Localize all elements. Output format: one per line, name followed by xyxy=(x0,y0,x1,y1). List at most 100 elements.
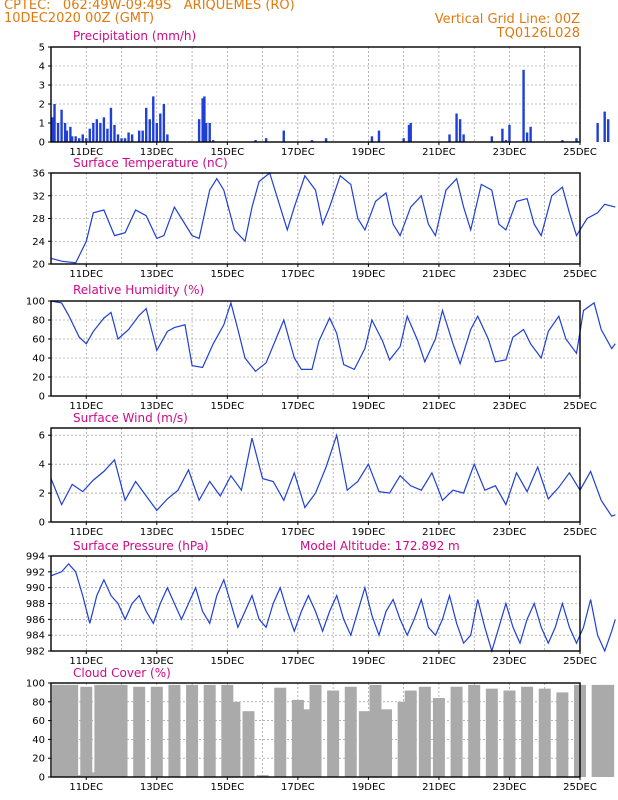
x-tick-label: 19DEC xyxy=(352,782,386,793)
bar xyxy=(70,136,74,142)
y-tick-label: 984 xyxy=(26,631,45,642)
plot-frame xyxy=(50,300,581,397)
y-tick-label: 5 xyxy=(39,43,45,54)
bar xyxy=(212,140,215,142)
x-tick-label: 25DEC xyxy=(563,147,597,158)
panel-title: Surface Pressure (hPa) xyxy=(73,539,209,553)
x-tick-label: 15DEC xyxy=(210,269,244,280)
y-tick-label: 0 xyxy=(39,138,45,149)
x-tick-label: 11DEC xyxy=(69,527,103,538)
x-tick-label: 23DEC xyxy=(493,269,527,280)
bar xyxy=(85,138,88,142)
bar xyxy=(162,104,166,142)
y-tick-label: 990 xyxy=(26,583,45,594)
x-tick-label: 19DEC xyxy=(352,269,386,280)
y-tick-label: 100 xyxy=(26,679,45,690)
panel-title: Precipitation (mm/h) xyxy=(73,29,196,43)
x-tick-label: 17DEC xyxy=(281,782,315,793)
plot-frame xyxy=(50,682,581,778)
y-tick-label: 6 xyxy=(39,431,45,442)
bar xyxy=(407,124,411,142)
y-tick-label: 20 xyxy=(32,373,45,384)
y-tick-label: 24 xyxy=(32,237,45,248)
bar xyxy=(80,686,93,777)
panel-3: 0 2 4 6 11DEC 13DEC 15DEC 17DEC 19DEC 21DEC 23DEC 2… xyxy=(39,411,616,538)
bar xyxy=(53,104,56,142)
bar xyxy=(95,119,99,142)
bar xyxy=(501,128,504,142)
x-tick-label: 15DEC xyxy=(210,401,244,412)
panel-0: 0 1 2 3 4 5 11DEC 13DEC 15DEC 17DEC 19DEC 21DEC 23DE… xyxy=(39,29,610,158)
x-tick-label: 11DEC xyxy=(69,269,103,280)
x-tick-label: 19DEC xyxy=(352,656,386,667)
bar xyxy=(538,688,551,777)
y-tick-label: 28 xyxy=(32,214,45,225)
bar xyxy=(137,130,141,142)
x-tick-label: 17DEC xyxy=(281,269,315,280)
y-tick-label: 80 xyxy=(32,316,45,327)
bar xyxy=(52,684,65,777)
y-tick-label: 982 xyxy=(26,647,45,658)
bar xyxy=(521,686,534,777)
y-tick-label: 2 xyxy=(39,489,45,500)
bar xyxy=(74,136,77,142)
bar xyxy=(155,123,158,142)
x-tick-label: 11DEC xyxy=(69,656,103,667)
bar xyxy=(485,688,498,777)
bar xyxy=(561,140,564,142)
header-grid-note: Vertical Grid Line: 00Z xyxy=(434,12,580,27)
x-tick-label: 15DEC xyxy=(210,782,244,793)
x-tick-label: 13DEC xyxy=(140,147,174,158)
bar xyxy=(159,113,162,142)
bar xyxy=(409,123,412,142)
x-tick-label: 17DEC xyxy=(281,656,315,667)
x-tick-label: 21DEC xyxy=(422,401,456,412)
x-tick-label: 25DEC xyxy=(563,401,597,412)
bar xyxy=(556,692,569,777)
x-tick-label: 17DEC xyxy=(281,147,315,158)
bar xyxy=(468,684,481,777)
bar xyxy=(92,123,95,142)
x-tick-label: 21DEC xyxy=(422,782,456,793)
bar xyxy=(602,684,615,777)
bar xyxy=(78,138,81,142)
panel-1: 20 24 28 32 36 11DEC 13DEC 15DEC 17DEC 19DEC 21DEC… xyxy=(32,156,616,280)
bar xyxy=(522,69,525,142)
x-tick-label: 23DEC xyxy=(493,401,527,412)
bar xyxy=(264,138,268,142)
y-tick-label: 20 xyxy=(32,260,45,271)
x-tick-label: 23DEC xyxy=(493,147,527,158)
bar xyxy=(254,140,257,142)
bar xyxy=(201,98,204,142)
bar xyxy=(490,136,494,142)
bar xyxy=(575,138,578,142)
bar xyxy=(529,126,532,142)
bar xyxy=(56,123,60,142)
x-tick-label: 17DEC xyxy=(281,401,315,412)
bar xyxy=(166,134,169,142)
y-tick-label: 40 xyxy=(32,354,45,365)
header-datetime: 10DEC2020 00Z (GMT) xyxy=(4,11,155,26)
x-tick-label: 21DEC xyxy=(422,269,456,280)
y-tick-label: 986 xyxy=(26,615,45,626)
bar xyxy=(120,138,123,142)
y-tick-label: 0 xyxy=(39,518,45,529)
series-line xyxy=(50,171,616,264)
x-tick-label: 25DEC xyxy=(563,656,597,667)
x-tick-label: 11DEC xyxy=(69,782,103,793)
y-tick-label: 4 xyxy=(39,62,45,73)
bar xyxy=(115,684,128,777)
bar xyxy=(458,119,462,142)
bar xyxy=(310,140,314,142)
bar xyxy=(133,686,146,777)
y-tick-label: 992 xyxy=(26,567,45,578)
bar xyxy=(380,709,393,777)
bar xyxy=(123,138,127,142)
bar xyxy=(256,775,269,777)
bar xyxy=(197,119,201,142)
y-tick-label: 60 xyxy=(32,335,45,346)
y-tick-label: 20 xyxy=(32,754,45,765)
bar xyxy=(432,698,445,777)
bar xyxy=(73,775,86,777)
y-tick-label: 80 xyxy=(32,697,45,708)
